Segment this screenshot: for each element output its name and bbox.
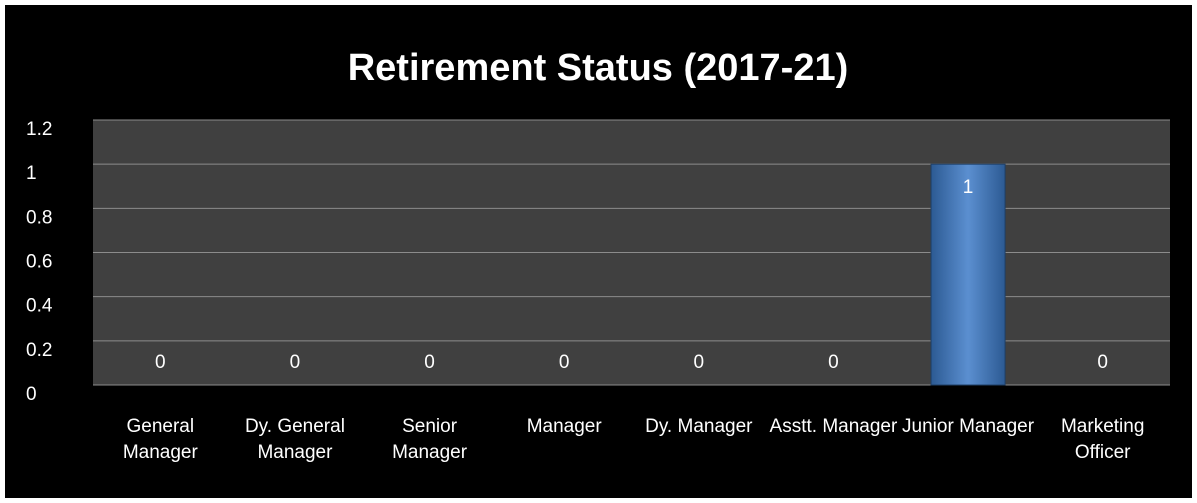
y-tick-label: 0 bbox=[26, 384, 37, 405]
y-tick-label: 0.2 bbox=[26, 340, 52, 361]
bar bbox=[930, 163, 1006, 386]
y-tick-label: 1 bbox=[26, 163, 37, 184]
data-label: 0 bbox=[559, 352, 570, 373]
x-tick-label: Marketing Officer bbox=[1060, 416, 1145, 463]
x-tick-label: Dy. Manager bbox=[645, 416, 753, 437]
data-label: 0 bbox=[694, 352, 705, 373]
x-tick-label: Asstt. Manager bbox=[769, 416, 898, 437]
x-tick-label: Dy. General Manager bbox=[244, 416, 345, 463]
x-tick-label: Senior Manager bbox=[392, 416, 468, 463]
x-tick-label: Junior Manager bbox=[902, 416, 1035, 437]
data-label: 0 bbox=[424, 352, 435, 373]
data-label: 0 bbox=[828, 352, 839, 373]
chart-title: Retirement Status (2017-21) bbox=[348, 47, 849, 89]
data-label: 0 bbox=[1097, 352, 1108, 373]
data-label: 1 bbox=[963, 177, 974, 198]
data-label: 0 bbox=[155, 352, 166, 373]
x-tick-label: General Manager bbox=[122, 416, 198, 463]
x-tick-label: Manager bbox=[526, 416, 602, 437]
data-label: 0 bbox=[290, 352, 301, 373]
y-tick-label: 1.2 bbox=[26, 119, 52, 140]
y-tick-label: 0.4 bbox=[26, 296, 53, 317]
y-tick-label: 0.8 bbox=[26, 207, 52, 228]
y-tick-label: 0.6 bbox=[26, 252, 52, 273]
